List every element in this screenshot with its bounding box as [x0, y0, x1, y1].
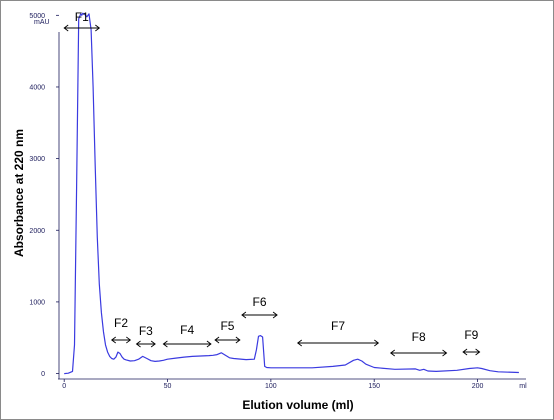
fraction-label: F4 [180, 323, 194, 337]
arrow-head-left [162, 340, 168, 348]
fraction-f6: F6 [241, 295, 278, 319]
fraction-markers: F1 F2 F3 F4 F5 F6 F7 F8 F9 [63, 10, 481, 357]
arrow-head-left [214, 336, 220, 344]
arrow-head-right [272, 311, 278, 319]
arrow-head-right [475, 348, 481, 356]
fraction-label: F5 [220, 319, 234, 333]
y-unit-label: mAU [34, 19, 50, 26]
y-tick-label: 4000 [29, 84, 45, 91]
fraction-f3: F3 [135, 324, 156, 348]
fraction-f5: F5 [214, 319, 241, 344]
fraction-f4: F4 [162, 323, 212, 348]
fraction-label: F2 [114, 316, 128, 330]
arrow-head-left [389, 349, 396, 357]
x-tick-label: 0 [62, 383, 66, 390]
y-axis-title: Absorbance at 220 nm [12, 129, 26, 257]
y-tick-label: 2000 [29, 228, 45, 235]
arrow-head-right [95, 24, 101, 32]
fraction-f7: F7 [296, 319, 380, 347]
arrow-head-right [442, 349, 448, 357]
x-tick-label: 50 [164, 383, 172, 390]
x-tick-label: 150 [368, 383, 380, 390]
absorbance-trace [64, 12, 519, 375]
fraction-f9: F9 [462, 328, 481, 356]
fraction-label: F7 [331, 319, 345, 333]
y-axis: 0 1000 2000 3000 4000 5000 [29, 13, 60, 379]
fraction-label: F9 [464, 328, 478, 342]
arrow-head-left [135, 340, 141, 348]
arrow-head-right [150, 340, 156, 348]
y-tick-label: 3000 [29, 156, 45, 163]
arrow-head-right [235, 336, 241, 344]
y-tick-label: 1000 [29, 299, 45, 306]
arrow-head-left [63, 24, 69, 32]
arrow-head-right [206, 340, 212, 348]
arrow-head-left [462, 348, 468, 356]
arrow-head-right [374, 339, 380, 347]
arrow-head-right [126, 336, 132, 344]
y-tick-label: 0 [41, 371, 45, 378]
fraction-label: F3 [139, 324, 153, 338]
fraction-f8: F8 [389, 330, 448, 357]
x-tick-label: 200 [472, 383, 484, 390]
fraction-f1: F1 [63, 10, 101, 32]
arrow-head-left [110, 336, 117, 344]
x-axis: 0 50 100 150 200 [58, 378, 526, 390]
fraction-label: F1 [75, 10, 89, 24]
x-tick-label: 100 [265, 383, 277, 390]
x-unit-label: ml [519, 383, 527, 390]
y-tick-label: 5000 [29, 13, 45, 20]
fraction-label: F6 [252, 295, 266, 309]
fraction-label: F8 [412, 330, 426, 344]
arrow-head-left [241, 311, 247, 319]
arrow-head-left [296, 339, 303, 347]
fraction-f2: F2 [110, 316, 132, 344]
x-axis-title: Elution volume (ml) [242, 398, 353, 412]
